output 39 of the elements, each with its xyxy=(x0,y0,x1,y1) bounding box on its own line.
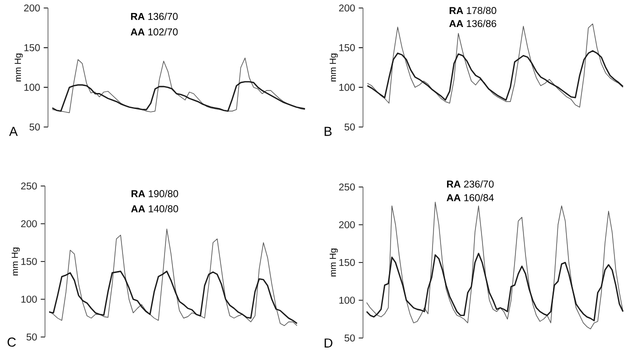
line-series xyxy=(52,58,306,114)
annotation: RA 190/80 xyxy=(132,190,178,198)
y-tick-label: 250 xyxy=(21,182,37,190)
y-tick-label: 50 xyxy=(344,123,355,131)
annotation: RA 236/70 xyxy=(447,180,494,188)
y-axis-title: mm Hg xyxy=(330,248,338,276)
annotation: AA 160/84 xyxy=(446,194,494,202)
annotation: AA 140/80 xyxy=(131,204,178,212)
y-axis-title: mm Hg xyxy=(12,248,20,276)
y-axis-title: mm Hg xyxy=(14,54,23,82)
line-series xyxy=(48,270,298,324)
text: D xyxy=(324,338,332,348)
y-tick-label: 200 xyxy=(24,4,40,12)
annotation: RA 178/80 xyxy=(450,6,496,14)
y-tick-label: 150 xyxy=(24,44,40,52)
y-tick-label: 250 xyxy=(339,183,355,191)
y-tick-label: 100 xyxy=(339,296,355,304)
y-tick-label: 50 xyxy=(344,334,355,342)
y-tick-label: 50 xyxy=(30,123,40,131)
y-tick-label: 150 xyxy=(21,258,37,266)
y-tick-label: 50 xyxy=(26,333,37,341)
y-tick-label: 200 xyxy=(339,221,355,228)
line-series xyxy=(52,81,306,112)
line-series xyxy=(366,202,624,330)
y-tick-label: 200 xyxy=(339,4,355,12)
y-tick-label: 200 xyxy=(21,220,37,228)
y-tick-label: 150 xyxy=(339,44,355,52)
annotation: AA 102/70 xyxy=(130,28,178,36)
y-tick-label: 100 xyxy=(339,84,355,91)
text: A xyxy=(9,126,18,136)
y-tick-label: 100 xyxy=(21,296,37,303)
line-series xyxy=(366,252,624,322)
text: C xyxy=(8,338,16,347)
y-tick-label: 150 xyxy=(339,258,355,266)
annotation: AA 136/86 xyxy=(449,20,496,28)
annotation: RA 136/70 xyxy=(131,12,178,20)
y-tick-label: 100 xyxy=(24,84,40,91)
y-axis-title: mm Hg xyxy=(330,54,338,82)
text: B xyxy=(324,126,332,136)
